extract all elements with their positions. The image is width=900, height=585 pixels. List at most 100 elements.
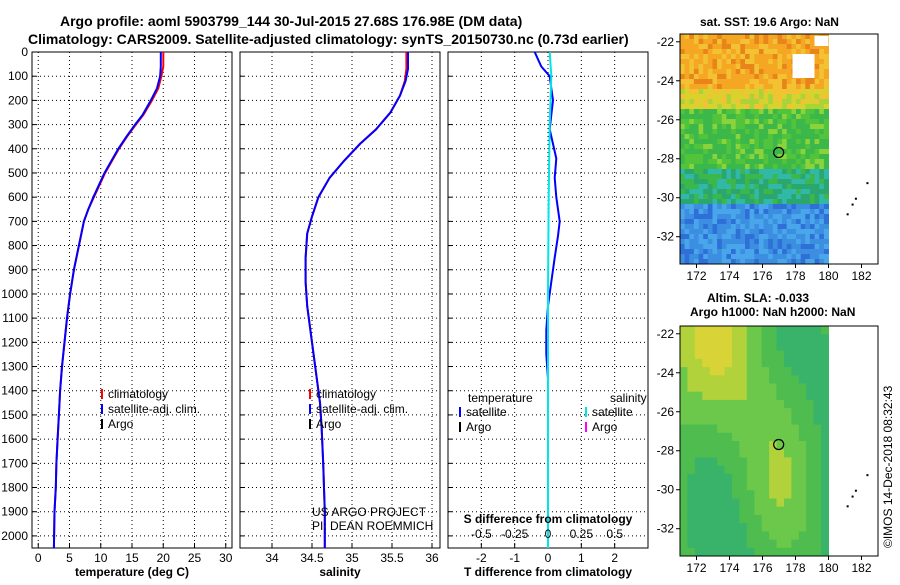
- map-cell: [805, 129, 811, 135]
- map-cell: [754, 465, 763, 475]
- map-cell: [749, 114, 755, 120]
- map-cell: [758, 219, 764, 225]
- y-tick-label: 1400: [1, 384, 28, 398]
- map-cell: [754, 214, 760, 220]
- map-cell: [749, 139, 755, 145]
- map-cell: [777, 149, 783, 155]
- map-cell: [680, 465, 688, 475]
- map-cell: [782, 259, 788, 265]
- map-cell: [689, 39, 695, 45]
- map-cell: [806, 490, 815, 499]
- map-cell: [739, 326, 748, 335]
- map-cell: [786, 134, 792, 140]
- x-axis-label: T difference from climatology: [464, 565, 632, 579]
- map-cell: [707, 44, 713, 50]
- map-cell: [758, 114, 764, 120]
- map-cell: [823, 249, 829, 255]
- map-cell: [763, 54, 769, 60]
- map-cell: [731, 104, 737, 110]
- map-cell: [731, 89, 737, 95]
- map-cell: [796, 149, 802, 155]
- map-cell: [687, 449, 696, 458]
- map-cell: [721, 44, 727, 50]
- map-cell: [772, 39, 778, 45]
- map-cell: [735, 199, 741, 205]
- map-cell: [689, 59, 695, 65]
- map-cell: [763, 119, 769, 125]
- map-cell: [786, 149, 792, 155]
- map-cell: [707, 104, 713, 110]
- map-cell: [768, 174, 774, 180]
- map-cell: [726, 134, 732, 140]
- map-cell: [754, 39, 760, 45]
- map-cell: [693, 34, 699, 40]
- map-cell: [758, 189, 764, 195]
- map-cell: [813, 375, 822, 384]
- map-cell: [745, 219, 751, 225]
- map-cell: [731, 229, 737, 235]
- map-cell: [763, 219, 769, 225]
- map-cell: [702, 473, 711, 483]
- map-cell: [777, 239, 783, 245]
- map-cell: [693, 249, 699, 255]
- map-cell: [745, 84, 751, 90]
- map-cell: [791, 391, 800, 401]
- map-cell: [823, 64, 829, 70]
- map-cell: [693, 219, 699, 225]
- map-cell: [768, 79, 774, 85]
- map-cell: [712, 119, 718, 125]
- map-cell: [800, 234, 806, 240]
- map-cell: [740, 144, 746, 150]
- map-cell: [680, 424, 688, 434]
- map-cell: [724, 531, 733, 541]
- map-cell: [814, 169, 820, 175]
- map-cell: [707, 84, 713, 90]
- map-cell: [693, 244, 699, 250]
- map-cell: [717, 249, 723, 255]
- map-cell: [698, 204, 704, 210]
- map-cell: [772, 64, 778, 70]
- map-cell: [707, 249, 713, 255]
- map-cell: [768, 194, 774, 200]
- map-cell: [798, 523, 807, 532]
- map-cell: [707, 229, 713, 235]
- map-cell: [703, 159, 709, 165]
- map-cell: [684, 104, 690, 110]
- map-cell: [806, 424, 815, 434]
- map-cell: [809, 139, 815, 145]
- map-cell: [702, 531, 711, 541]
- map-cell: [717, 523, 725, 532]
- map-cell: [772, 34, 778, 40]
- map-cell: [777, 219, 783, 225]
- map-cell: [754, 129, 760, 135]
- map-cell: [754, 49, 760, 55]
- map-cell: [709, 350, 718, 360]
- map-cell: [805, 249, 811, 255]
- map-cell: [814, 74, 820, 80]
- map-cell: [687, 490, 696, 499]
- map-cell: [721, 59, 727, 65]
- map-cell: [721, 164, 727, 170]
- map-cell: [702, 358, 711, 368]
- map-cell: [819, 139, 825, 145]
- map-cell: [805, 84, 811, 90]
- map-cell: [791, 209, 797, 215]
- map-cell: [763, 244, 769, 250]
- map-cell: [689, 139, 695, 145]
- map-cell: [798, 416, 807, 426]
- map-cell: [731, 194, 737, 200]
- map-cell: [754, 154, 760, 160]
- map-cell: [809, 244, 815, 250]
- map-cell: [777, 44, 783, 50]
- map-cell: [768, 169, 774, 175]
- map-cell: [684, 109, 690, 115]
- map-cell: [680, 149, 686, 155]
- map-cell: [761, 514, 770, 524]
- map-cell: [689, 209, 695, 215]
- map-cell: [693, 239, 699, 245]
- map-cell: [693, 204, 699, 210]
- map-cell: [724, 514, 733, 524]
- map-cell: [769, 514, 777, 524]
- map-cell: [754, 119, 760, 125]
- map-cell: [784, 408, 792, 417]
